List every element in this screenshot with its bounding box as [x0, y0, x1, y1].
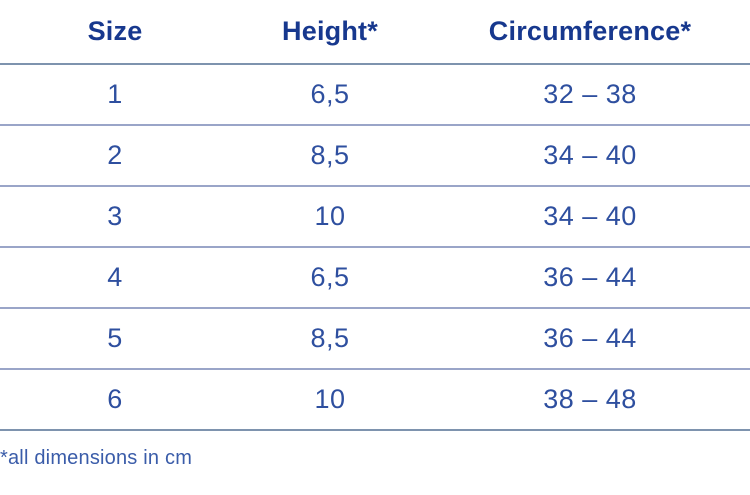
table-row: 6 10 38 – 48	[0, 370, 750, 431]
height-cell: 10	[314, 201, 346, 231]
height-cell: 8,5	[310, 323, 350, 353]
size-cell: 2	[107, 140, 123, 170]
column-header-size: Size	[87, 16, 143, 46]
table-header-row: Size Height* Circumference*	[0, 0, 750, 65]
column-header-height: Height*	[282, 16, 378, 46]
height-cell: 6,5	[310, 262, 350, 292]
size-cell: 4	[107, 262, 123, 292]
circumference-cell: 34 – 40	[543, 201, 637, 231]
size-cell: 1	[107, 79, 123, 109]
size-cell: 6	[107, 384, 123, 414]
table-row: 1 6,5 32 – 38	[0, 65, 750, 126]
height-cell: 10	[314, 384, 346, 414]
circumference-cell: 36 – 44	[543, 262, 637, 292]
footnote: *all dimensions in cm	[0, 447, 193, 469]
size-cell: 5	[107, 323, 123, 353]
circumference-cell: 36 – 44	[543, 323, 637, 353]
height-cell: 8,5	[310, 140, 350, 170]
circumference-cell: 32 – 38	[543, 79, 637, 109]
table-row: 5 8,5 36 – 44	[0, 309, 750, 370]
height-cell: 6,5	[310, 79, 350, 109]
table-row: 4 6,5 36 – 44	[0, 248, 750, 309]
size-cell: 3	[107, 201, 123, 231]
size-chart-table: Size Height* Circumference* 1 6,5 32 – 3…	[0, 0, 750, 469]
table-row: 2 8,5 34 – 40	[0, 126, 750, 187]
circumference-cell: 38 – 48	[543, 384, 637, 414]
table-row: 3 10 34 – 40	[0, 187, 750, 248]
column-header-circumference: Circumference*	[488, 16, 692, 46]
circumference-cell: 34 – 40	[543, 140, 637, 170]
table-body: 1 6,5 32 – 38 2 8,5 34 – 40 3 10 34 – 40…	[0, 65, 750, 431]
